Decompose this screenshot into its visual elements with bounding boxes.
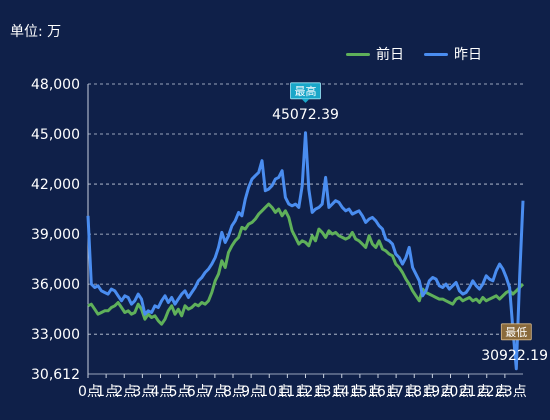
legend-item-prev-day[interactable]: 前日	[346, 44, 404, 64]
chart-legend: 前日 昨日	[346, 44, 482, 64]
series-line-yesterday	[86, 131, 525, 371]
max-marker-label: 最高	[295, 84, 317, 98]
min-marker-label: 最低	[505, 326, 527, 339]
legend-swatch-prev-day	[346, 52, 370, 56]
series-line-prev-day	[87, 202, 525, 326]
x-tick-label: 3点	[132, 384, 155, 400]
unit-label: 单位: 万	[10, 24, 62, 40]
y-tick-label: 30,612	[31, 367, 80, 383]
x-tick-label: 16点	[368, 384, 400, 400]
x-tick-label: 19点	[422, 384, 454, 400]
y-tick-label: 36,000	[31, 277, 80, 293]
x-tick-label: 23点	[495, 384, 527, 400]
x-tick-label: 18点	[404, 384, 436, 400]
x-tick-label: 20点	[441, 384, 473, 400]
y-tick-label: 39,000	[31, 227, 80, 243]
max-value-label: 45072.39	[272, 107, 339, 123]
min-marker-badge	[500, 323, 532, 341]
x-tick-label: 13点	[314, 384, 346, 400]
min-value-label: 30922.19	[481, 348, 548, 364]
legend-item-yesterday[interactable]: 昨日	[424, 44, 482, 64]
x-tick-label: 17点	[386, 384, 418, 400]
x-tick-label: 12点	[296, 384, 328, 400]
y-tick-label: 42,000	[31, 177, 80, 193]
x-tick-label: 4点	[151, 384, 174, 400]
x-tick-label: 1点	[96, 384, 119, 400]
legend-swatch-yesterday	[424, 52, 448, 56]
x-tick-label: 15点	[350, 384, 382, 400]
x-tick-label: 10点	[259, 384, 291, 400]
x-tick-label: 0点	[78, 384, 101, 400]
y-tick-label: 45,000	[31, 127, 80, 143]
x-tick-label: 9点	[241, 384, 264, 400]
y-tick-label: 33,000	[31, 327, 80, 343]
x-tick-label: 2点	[114, 384, 137, 400]
legend-label-yesterday: 昨日	[454, 47, 482, 63]
max-marker-pointer	[301, 98, 310, 103]
y-tick-label: 48,000	[31, 77, 80, 93]
x-tick-label: 21点	[459, 384, 491, 400]
x-tick-label: 5点	[169, 384, 192, 400]
x-tick-label: 7点	[205, 384, 228, 400]
x-tick-label: 6点	[187, 384, 210, 400]
x-tick-label: 14点	[332, 384, 364, 400]
x-tick-label: 22点	[477, 384, 509, 400]
x-tick-label: 11点	[277, 384, 309, 400]
x-tick-label: 8点	[223, 384, 246, 400]
legend-label-prev-day: 前日	[376, 47, 404, 63]
